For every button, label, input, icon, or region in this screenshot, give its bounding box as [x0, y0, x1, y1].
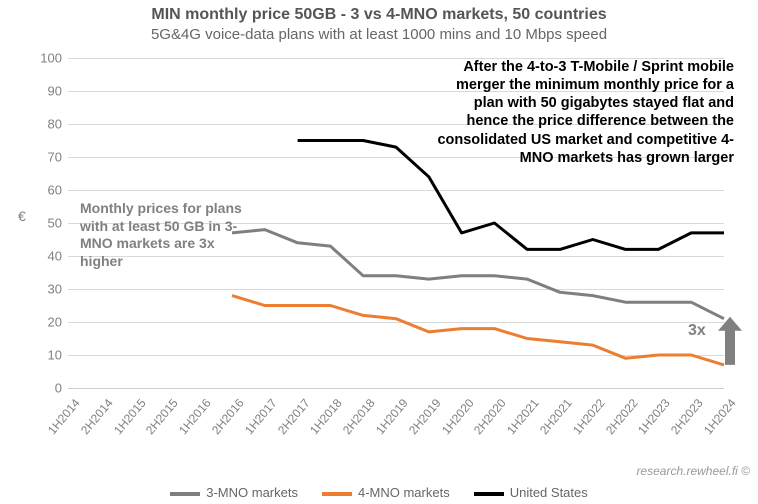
y-tick-label: 0	[22, 381, 62, 396]
y-tick-label: 20	[22, 315, 62, 330]
x-tick-label: 2H2023	[668, 396, 706, 437]
chart-subtitle: 5G&4G voice-data plans with at least 100…	[0, 26, 758, 43]
x-tick-label: 1H2020	[439, 396, 477, 437]
legend-label: United States	[510, 485, 588, 500]
series-line	[232, 296, 724, 365]
y-tick-label: 90	[22, 84, 62, 99]
x-tick-label: 1H2024	[701, 396, 739, 437]
credit-text: research.rewheel.fi ©	[636, 464, 750, 478]
y-tick-label: 60	[22, 183, 62, 198]
annotation-black-note: After the 4-to-3 T-Mobile / Sprint mobil…	[434, 58, 734, 167]
x-tick-label: 1H2017	[242, 396, 280, 437]
x-tick-label: 2H2021	[537, 396, 575, 437]
y-tick-label: 40	[22, 249, 62, 264]
legend-swatch	[170, 492, 200, 496]
y-tick-label: 70	[22, 150, 62, 165]
x-tick-label: 1H2016	[176, 396, 214, 437]
x-tick-label: 2H2015	[143, 396, 181, 437]
chart-title: MIN monthly price 50GB - 3 vs 4-MNO mark…	[0, 6, 758, 24]
legend: 3-MNO markets 4-MNO markets United States	[0, 485, 758, 500]
legend-swatch	[474, 492, 504, 496]
x-tick-label: 1H2022	[570, 396, 608, 437]
x-tick-label: 2H2022	[603, 396, 641, 437]
x-tick-label: 1H2018	[307, 396, 345, 437]
x-tick-label: 2H2019	[406, 396, 444, 437]
y-tick-label: 10	[22, 348, 62, 363]
legend-item: 4-MNO markets	[322, 485, 450, 500]
annotation-3x-label: 3x	[688, 322, 706, 340]
legend-swatch	[322, 492, 352, 496]
x-tick-label: 1H2015	[111, 396, 149, 437]
x-tick-label: 2H2016	[209, 396, 247, 437]
three-x-arrow	[718, 317, 742, 365]
x-tick-label: 1H2021	[504, 396, 542, 437]
title-block: MIN monthly price 50GB - 3 vs 4-MNO mark…	[0, 6, 758, 43]
y-tick-label: 30	[22, 282, 62, 297]
y-tick-label: 80	[22, 117, 62, 132]
y-tick-label: 50	[22, 216, 62, 231]
x-tick-label: 2H2020	[471, 396, 509, 437]
x-tick-label: 1H2014	[45, 396, 83, 437]
legend-item: 3-MNO markets	[170, 485, 298, 500]
x-tick-label: 2H2014	[78, 396, 116, 437]
x-tick-label: 1H2023	[635, 396, 673, 437]
legend-label: 4-MNO markets	[358, 485, 450, 500]
y-tick-label: 100	[22, 51, 62, 66]
x-tick-label: 1H2019	[373, 396, 411, 437]
legend-item: United States	[474, 485, 588, 500]
x-tick-label: 2H2018	[340, 396, 378, 437]
annotation-grey-note: Monthly prices for plans with at least 5…	[80, 200, 260, 270]
chart-root: MIN monthly price 50GB - 3 vs 4-MNO mark…	[0, 0, 758, 504]
x-tick-label: 2H2017	[275, 396, 313, 437]
legend-label: 3-MNO markets	[206, 485, 298, 500]
